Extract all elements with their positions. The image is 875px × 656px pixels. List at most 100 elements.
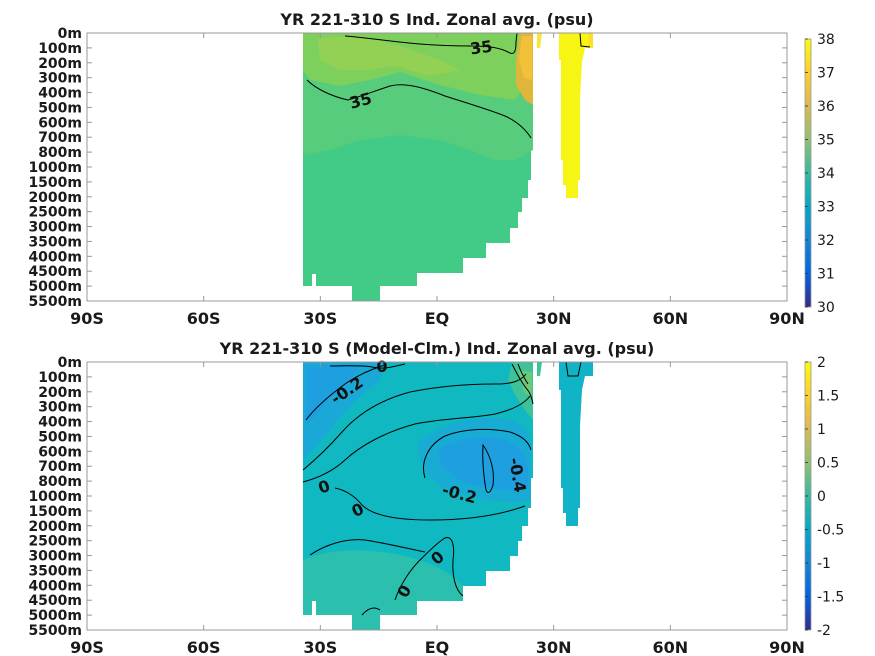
- colorbar-tick-label: 1.5: [817, 389, 839, 405]
- panel-2-neg-mid-core: [439, 437, 528, 490]
- y-tick-label: 1500m: [28, 175, 82, 191]
- colorbar-tick-label: 2: [817, 355, 826, 371]
- colorbar-tick-label: 30: [817, 300, 835, 316]
- x-tick-label: 90N: [769, 638, 805, 656]
- x-tick-label: 30S: [303, 309, 337, 328]
- y-tick-label: 3000m: [28, 220, 82, 236]
- panel-1-colorbar-ticks: 38 37 36 35 34 33 32 31 30: [805, 32, 835, 316]
- y-tick-label: 800m: [38, 145, 82, 161]
- panel-2-colorbar-ticks: 2 1.5 1 0.5 0 -0.5 -1 -1.5 -2: [805, 355, 844, 639]
- y-tick-label: 1500m: [28, 504, 82, 520]
- colorbar-tick-label: 32: [817, 233, 835, 249]
- y-tick-label: 4000m: [28, 249, 82, 265]
- y-tick-label: 800m: [38, 474, 82, 490]
- y-tick-label: 400m: [38, 415, 82, 431]
- panel-1-contour-35-lower: [306, 79, 532, 139]
- x-tick-label: 90N: [769, 309, 805, 328]
- panel-salinity-anomaly: YR 221-310 S (Model-Clm.) Ind. Zonal avg…: [28, 339, 844, 656]
- colorbar-tick-label: 34: [817, 166, 835, 182]
- panel-2-contour: [361, 607, 381, 616]
- y-tick-label: 700m: [38, 459, 82, 475]
- panel-2-contour: [305, 364, 386, 421]
- colorbar-tick-label: 0: [817, 489, 826, 505]
- x-tick-label: 30N: [536, 638, 572, 656]
- x-tick-label: 90S: [70, 638, 104, 656]
- y-tick-label: 3500m: [28, 563, 82, 579]
- y-tick-label: 2000m: [28, 190, 82, 206]
- y-tick-label: 500m: [38, 100, 82, 116]
- panel-1-contour-35-upper: [344, 33, 518, 55]
- panel-2-contour: [309, 539, 426, 556]
- panel-2-contour: [423, 428, 532, 479]
- panel-2-inlet: [537, 362, 542, 376]
- x-tick-label: 90S: [70, 309, 104, 328]
- y-tick-label: 3000m: [28, 549, 82, 565]
- x-tick-label: 30N: [536, 309, 572, 328]
- panel-2-contour: [394, 537, 464, 601]
- panel-2-contour: [517, 363, 529, 385]
- y-tick-label: 400m: [38, 86, 82, 102]
- y-tick-label: 3500m: [28, 234, 82, 250]
- panel-2-x-axis: 90S 60S 30S EQ 30N 60N 90N: [70, 362, 805, 656]
- y-tick-label: 5000m: [28, 279, 82, 295]
- panel-2-contour: [565, 362, 582, 377]
- panel-1-x-axis: 90S 60S 30S EQ 30N 60N 90N: [70, 33, 805, 328]
- y-tick-label: 2500m: [28, 534, 82, 550]
- y-tick-label: 4500m: [28, 593, 82, 609]
- x-tick-label: 60S: [187, 638, 221, 656]
- panel-2-gulf-strip: [559, 362, 593, 526]
- y-tick-label: 700m: [38, 130, 82, 146]
- y-tick-label: 5500m: [28, 623, 82, 639]
- panel-2-contour-label: 0: [376, 357, 387, 376]
- panel-1-y-axis: 0m100m200m300m400m500m600m700m800m1000m1…: [28, 26, 787, 310]
- panel-1-field-high-core: [519, 36, 532, 80]
- x-tick-label: 60N: [653, 309, 689, 328]
- y-tick-label: 5000m: [28, 608, 82, 624]
- colorbar-tick-label: 36: [817, 99, 835, 115]
- colorbar-tick-label: 31: [817, 267, 835, 283]
- colorbar-tick-label: -1: [817, 556, 831, 572]
- colorbar-tick-label: 35: [817, 133, 835, 149]
- y-tick-label: 4500m: [28, 264, 82, 280]
- x-tick-label: EQ: [425, 638, 450, 656]
- colorbar-tick-label: -0.5: [817, 523, 844, 539]
- panel-2-contour: [511, 363, 534, 405]
- panel-1-contour-label: 35: [469, 37, 494, 59]
- y-tick-label: 0m: [58, 355, 82, 371]
- panel-2-contour: [302, 373, 527, 471]
- panel-2-neg-upper-core: [306, 365, 360, 425]
- panel-1-plot-area: [303, 33, 593, 301]
- y-tick-label: 300m: [38, 71, 82, 87]
- panel-1-field-core: [318, 36, 460, 76]
- panel-2-plot-area: [302, 362, 593, 630]
- panel-2-y-axis: 0m100m200m300m400m500m600m700m800m1000m1…: [28, 355, 787, 639]
- panel-1-inlet: [537, 33, 542, 48]
- y-tick-label: 600m: [38, 444, 82, 460]
- panel-2-contour: [482, 443, 494, 493]
- y-tick-label: 500m: [38, 429, 82, 445]
- panel-2-contour: [334, 487, 526, 521]
- y-tick-label: 0m: [58, 26, 82, 42]
- x-tick-label: 30S: [303, 638, 337, 656]
- y-tick-label: 200m: [38, 56, 82, 72]
- panel-2-pos-deep: [303, 550, 463, 630]
- y-tick-label: 4000m: [28, 578, 82, 594]
- y-tick-label: 5500m: [28, 294, 82, 310]
- panel-2-contour: [302, 395, 531, 483]
- colorbar-tick-label: 38: [817, 32, 835, 48]
- y-tick-label: 200m: [38, 385, 82, 401]
- colorbar-tick-label: 37: [817, 66, 835, 82]
- colorbar-tick-label: 0.5: [817, 456, 839, 472]
- colorbar-tick-label: 1: [817, 422, 826, 438]
- panel-1-gulf-strip-edge: [588, 33, 593, 47]
- y-tick-label: 100m: [38, 41, 82, 57]
- panel-1-contour-gulf: [579, 33, 591, 48]
- panel-2-contour: [329, 363, 406, 369]
- panel-salinity: YR 221-310 S Ind. Zonal avg. (psu) 35 35: [28, 10, 834, 328]
- y-tick-label: 2500m: [28, 205, 82, 221]
- x-tick-label: 60N: [653, 638, 689, 656]
- y-tick-label: 2000m: [28, 519, 82, 535]
- colorbar-tick-label: -2: [817, 623, 831, 639]
- colorbar-tick-label: 33: [817, 200, 835, 216]
